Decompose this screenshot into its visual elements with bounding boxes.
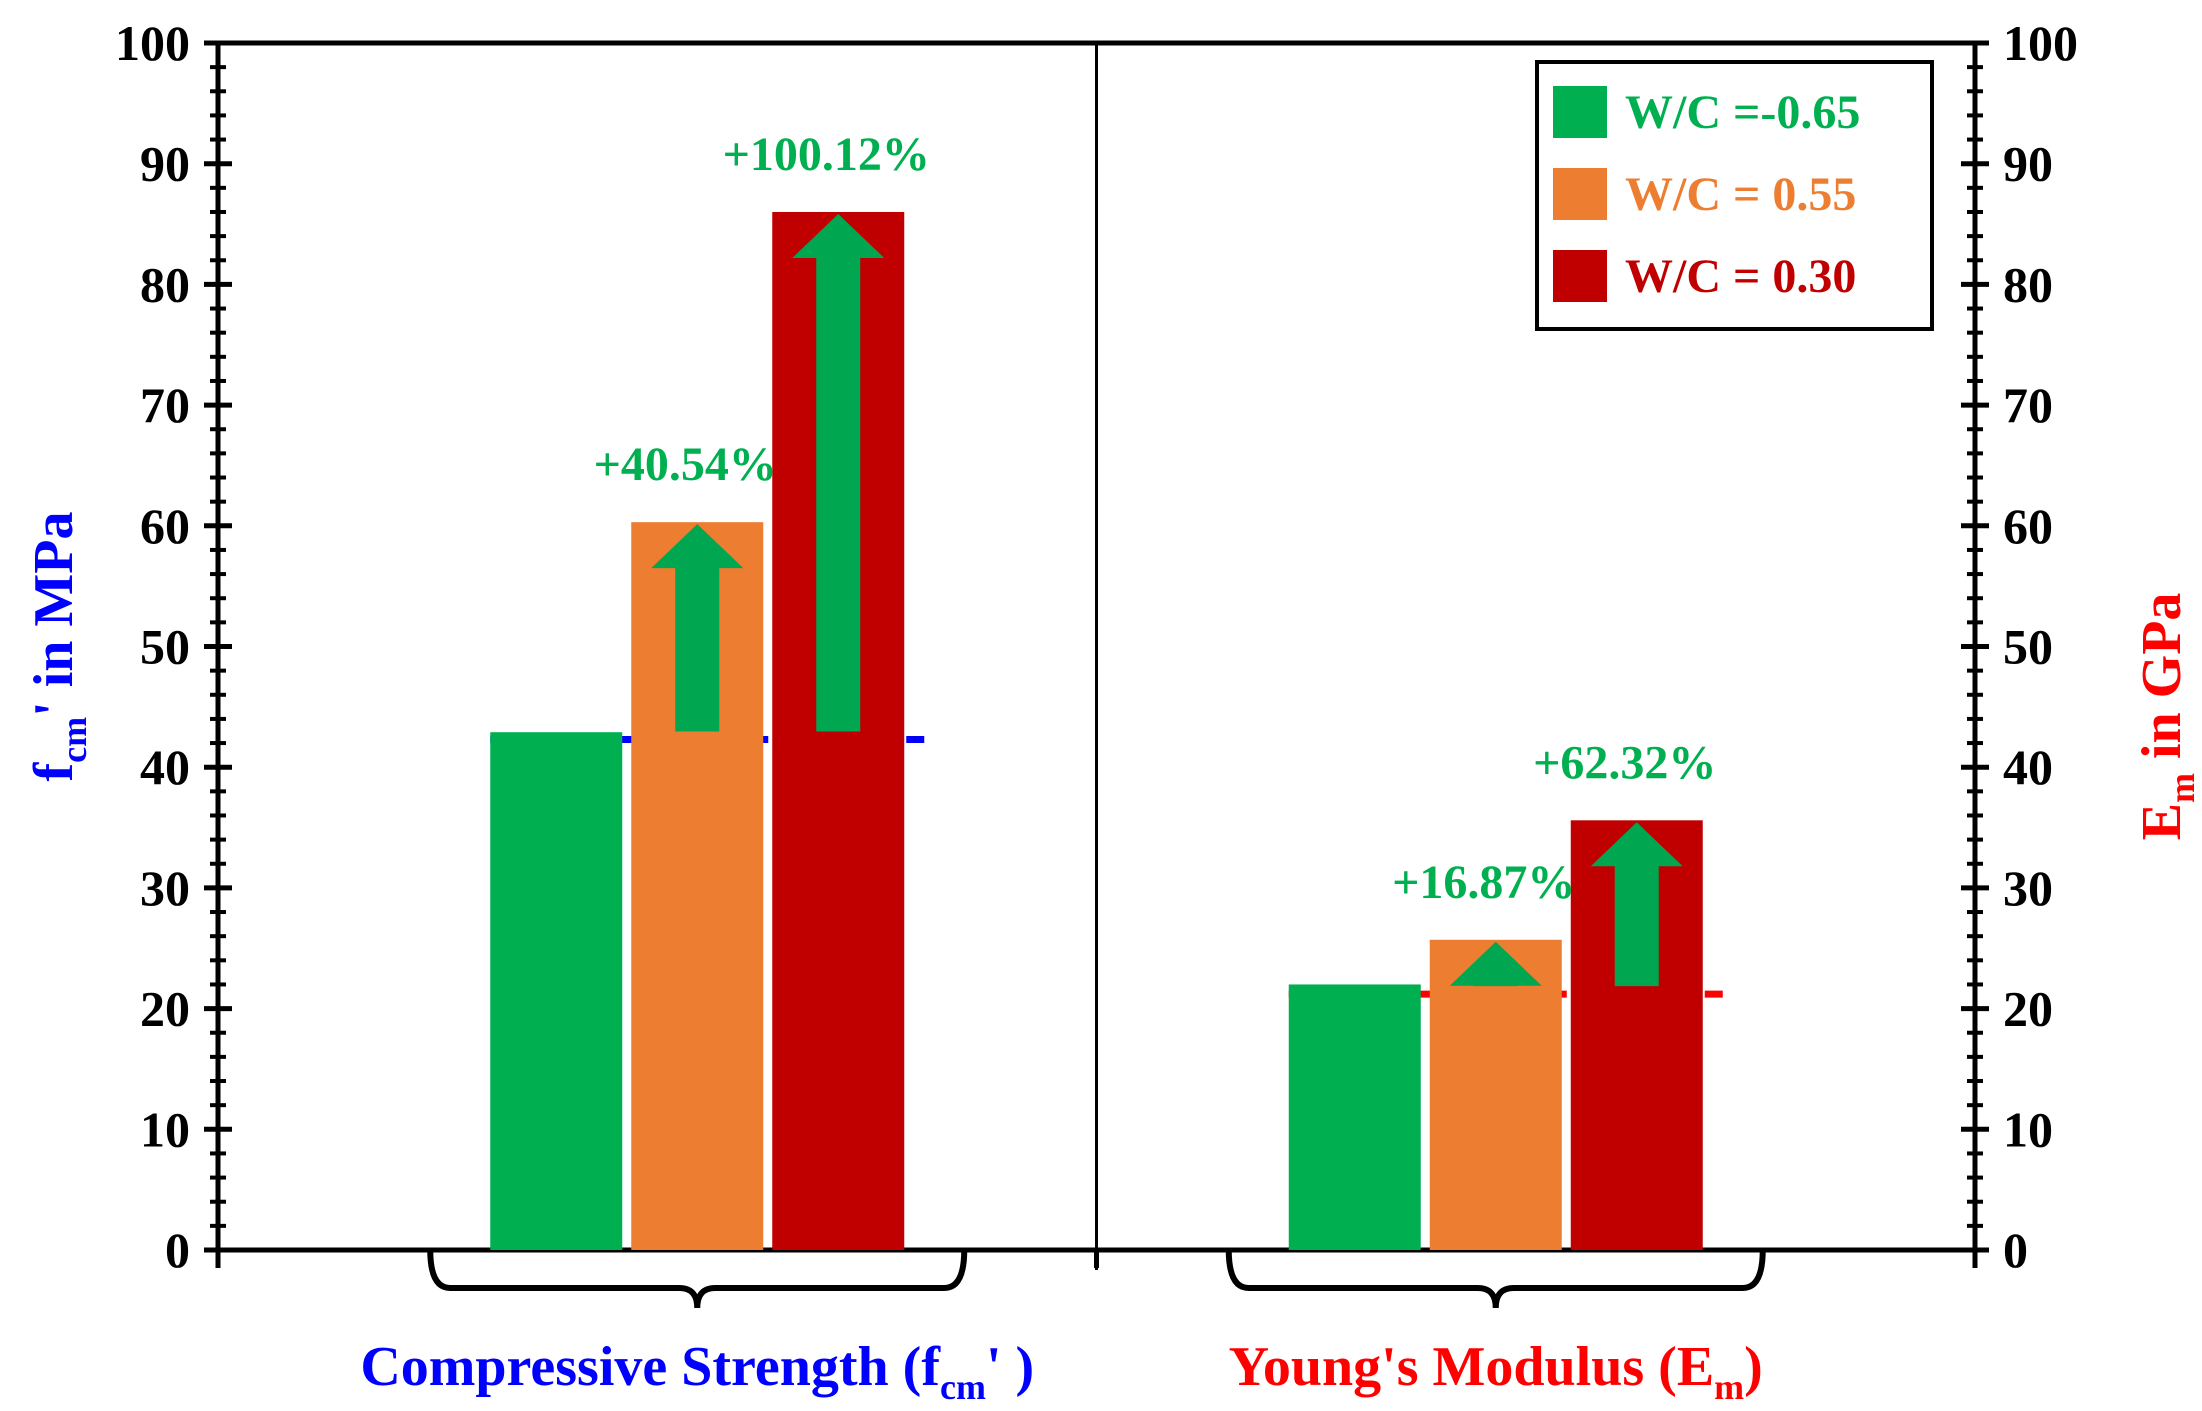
right-tick-label: 70 — [2003, 377, 2053, 433]
left-tick-label: 60 — [140, 498, 190, 554]
bar-2-1 — [1288, 984, 1421, 1250]
annotation-1-1: +40.54% — [594, 438, 777, 491]
category-label-sub: m — [1714, 1367, 1744, 1407]
increase-arrow-2-1 — [1449, 941, 1542, 987]
legend-label-2: W/C = 0.55 — [1625, 168, 1856, 221]
increase-arrow-2-2 — [1590, 822, 1683, 987]
left-tick-label: 10 — [140, 1101, 190, 1157]
left-axis-title-end: ' in MPa — [23, 512, 85, 717]
category-brace-2 — [1225, 1249, 1766, 1309]
bar-1-1 — [490, 732, 623, 1250]
annotation-2-1: +16.87% — [1392, 856, 1575, 909]
category-label-end: ' ) — [986, 1336, 1034, 1398]
left-tick-label: 40 — [140, 739, 190, 795]
right-tick-label: 10 — [2003, 1101, 2053, 1157]
right-axis-title-sub: m — [2162, 773, 2202, 803]
right-tick-label: 40 — [2003, 739, 2053, 795]
left-tick-label: 30 — [140, 860, 190, 916]
left-axis-title-main: f — [23, 761, 85, 781]
left-tick-label: 20 — [140, 981, 190, 1037]
category-label-sub: cm — [940, 1367, 986, 1407]
category-label-1: Compressive Strength (fcm' ) — [360, 1336, 1034, 1407]
legend-swatch-2 — [1553, 168, 1607, 220]
legend-swatch-1 — [1553, 86, 1607, 138]
legend-label-3: W/C = 0.30 — [1625, 250, 1856, 303]
increase-arrow-1-2 — [792, 213, 885, 732]
right-axis-title-main: E — [2131, 803, 2193, 840]
annotation-2-2: +62.32% — [1533, 736, 1716, 789]
right-tick-label: 90 — [2003, 136, 2053, 192]
bar-2-2 — [1429, 939, 1562, 1250]
right-axis-title: Em in GPa — [2131, 593, 2202, 841]
left-axis-title-sub: cm — [54, 717, 94, 763]
right-tick-label: 80 — [2003, 256, 2053, 312]
right-tick-label: 20 — [2003, 981, 2053, 1037]
category-label-main: Young's Modulus (E — [1229, 1336, 1715, 1398]
category-label-2: Young's Modulus (Em) — [1229, 1336, 1763, 1407]
left-tick-label: 70 — [140, 377, 190, 433]
annotation-1-2: +100.12% — [723, 128, 930, 181]
left-axis-title: fcm' in MPa — [23, 512, 94, 782]
left-tick-label: 50 — [140, 619, 190, 675]
category-label-end: ) — [1744, 1336, 1763, 1398]
right-axis-title-end: in GPa — [2131, 593, 2193, 773]
increase-arrows — [651, 213, 1683, 987]
right-tick-label: 30 — [2003, 860, 2053, 916]
legend-swatch-3 — [1553, 250, 1607, 302]
increase-arrow-1-1 — [651, 524, 744, 732]
category-brace-1 — [427, 1249, 968, 1309]
legend-label-1: W/C =-0.65 — [1625, 86, 1860, 139]
right-tick-label: 60 — [2003, 498, 2053, 554]
right-tick-label: 0 — [2003, 1222, 2028, 1278]
category-label-main: Compressive Strength (f — [360, 1336, 941, 1398]
left-tick-label: 80 — [140, 256, 190, 312]
axes: 0 0 10 10 20 20 30 30 40 40 50 50 60 60 70 70 80 80 90 90 10… — [23, 15, 2202, 1407]
right-tick-label: 50 — [2003, 619, 2053, 675]
left-tick-label: 100 — [115, 15, 190, 71]
annotations: +40.54% +100.12% +16.87% +62.32% — [594, 128, 1717, 909]
right-tick-label: 100 — [2003, 15, 2078, 71]
legend: W/C =-0.65 W/C = 0.55 W/C = 0.30 — [1535, 60, 1934, 331]
left-tick-label: 0 — [165, 1222, 190, 1278]
left-tick-label: 90 — [140, 136, 190, 192]
